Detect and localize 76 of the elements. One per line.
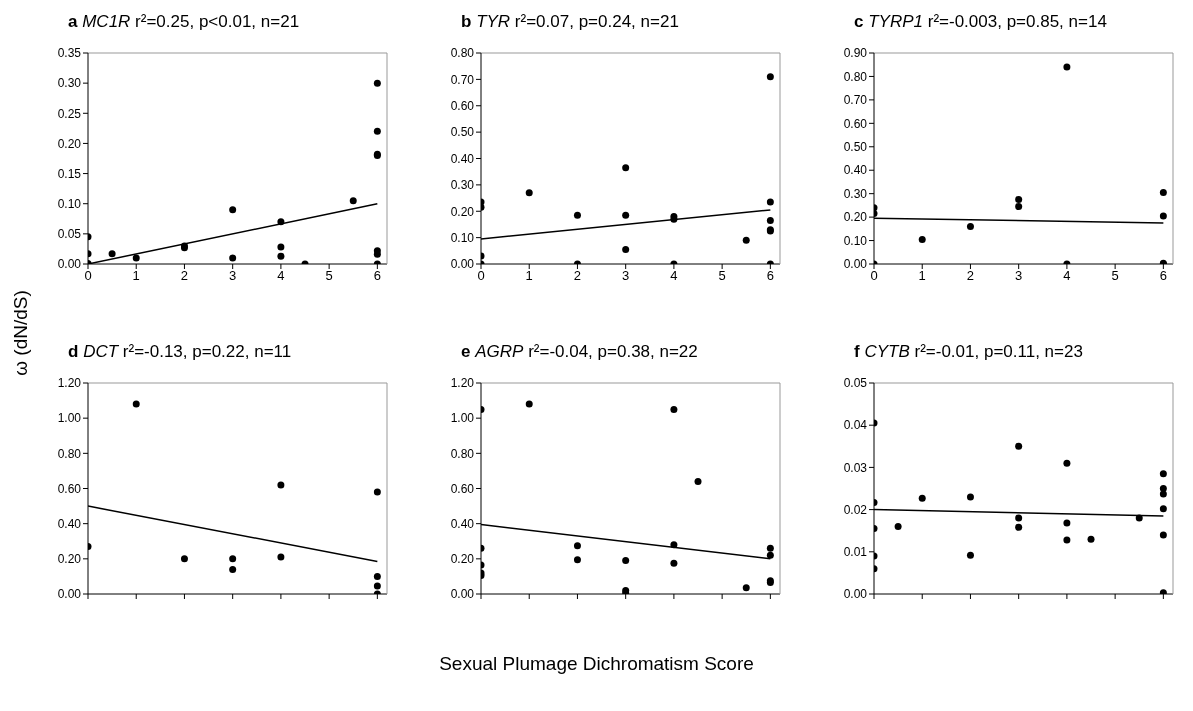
y-tick-label: 0.10	[843, 233, 868, 248]
x-tick-label: 4	[1063, 268, 1071, 284]
x-tick-label: 1	[132, 268, 140, 284]
x-tick-label: 0	[84, 268, 92, 284]
y-tick-label: 1.20	[57, 376, 82, 391]
x-tick-label: 0	[870, 268, 878, 284]
y-tick-label: 0.60	[843, 116, 868, 131]
y-tick-label: 0.04	[843, 418, 868, 433]
chart-title: f CYTB r²=-0.01, p=0.11, n=23	[853, 342, 1084, 363]
x-tick-label: 3	[1015, 268, 1023, 284]
x-tick-label: 3	[229, 268, 237, 284]
y-tick-label: 0.40	[450, 516, 475, 531]
y-tick-label: 0.80	[450, 46, 475, 61]
y-tick-label: 0.20	[450, 204, 475, 219]
chart-title: b TYR r²=0.07, p=0.24, n=21	[460, 12, 680, 33]
y-tick-label: 0.40	[843, 163, 868, 178]
x-tick-label: 1	[918, 268, 926, 284]
y-tick-label: 0.70	[450, 72, 475, 87]
x-axis-title: Sexual Plumage Dichromatism Score	[438, 653, 755, 675]
y-tick-label: 0.20	[57, 136, 82, 151]
y-tick-label: 0.00	[843, 257, 868, 272]
y-tick-label: 0.50	[450, 125, 475, 140]
y-tick-label: 1.00	[450, 411, 475, 426]
y-tick-label: 0.05	[57, 227, 82, 242]
y-tick-label: 0.10	[450, 230, 475, 245]
y-tick-label: 0.60	[57, 481, 82, 496]
y-tick-label: 0.00	[843, 587, 868, 602]
y-axis-title: ω (dN/dS)	[10, 290, 32, 376]
x-tick-label: 2	[180, 268, 189, 284]
y-tick-label: 1.20	[450, 376, 475, 391]
y-tick-label: 0.01	[843, 545, 868, 560]
y-tick-label: 0.03	[843, 460, 868, 475]
x-tick-label: 2	[573, 268, 582, 284]
y-tick-label: 0.30	[450, 178, 475, 193]
y-tick-label: 0.00	[450, 257, 475, 272]
y-tick-label: 0.20	[450, 552, 475, 567]
x-tick-label: 5	[325, 268, 333, 284]
y-tick-label: 0.80	[57, 446, 82, 461]
y-tick-label: 0.60	[450, 481, 475, 496]
y-tick-label: 0.00	[57, 257, 82, 272]
y-tick-label: 0.40	[57, 516, 82, 531]
y-tick-label: 0.35	[57, 46, 82, 61]
y-tick-label: 0.10	[57, 196, 82, 211]
y-tick-label: 0.25	[57, 106, 82, 121]
y-tick-label: 0.05	[843, 376, 868, 391]
y-tick-label: 0.40	[450, 151, 475, 166]
y-tick-label: 0.00	[57, 587, 82, 602]
y-tick-label: 1.00	[57, 411, 82, 426]
y-tick-label: 0.80	[450, 446, 475, 461]
y-tick-label: 0.80	[843, 69, 868, 84]
x-tick-label: 4	[670, 268, 678, 284]
x-tick-label: 6	[766, 268, 774, 284]
x-tick-label: 5	[1111, 268, 1119, 284]
chart-title: d DCT r²=-0.13, p=0.22, n=11	[68, 342, 292, 361]
y-tick-label: 0.30	[843, 186, 868, 201]
y-tick-label: 0.60	[450, 99, 475, 114]
x-tick-label: 6	[373, 268, 381, 284]
chart-title: c TYRP1 r²=-0.003, p=0.85, n=14	[853, 12, 1108, 33]
y-tick-label: 0.90	[843, 46, 868, 61]
x-tick-label: 1	[525, 268, 533, 284]
y-tick-label: 0.70	[843, 93, 868, 108]
y-tick-label: 0.50	[843, 140, 868, 155]
chart-title: e AGRP r²=-0.04, p=0.38, n=22	[460, 342, 699, 363]
x-tick-label: 4	[277, 268, 285, 284]
y-tick-label: 0.20	[57, 552, 82, 567]
y-tick-label: 0.30	[57, 76, 82, 91]
x-tick-label: 3	[622, 268, 630, 284]
x-tick-label: 5	[718, 268, 726, 284]
x-tick-label: 6	[1159, 268, 1167, 284]
x-tick-label: 2	[966, 268, 975, 284]
chart-title: a MC1R r²=0.25, p<0.01, n=21	[67, 12, 301, 33]
x-tick-label: 0	[477, 268, 485, 284]
y-tick-label: 0.00	[450, 587, 475, 602]
y-tick-label: 0.15	[57, 166, 82, 181]
y-tick-label: 0.02	[843, 502, 868, 517]
y-tick-label: 0.20	[843, 210, 868, 225]
